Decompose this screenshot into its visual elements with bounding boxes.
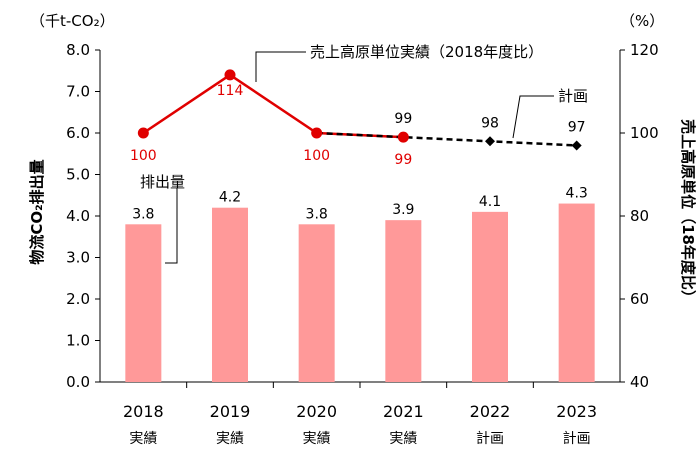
right-tick-label: 60 — [630, 290, 649, 308]
data-labels: 3.8 4.2 3.8 3.9 4.1 4.3 100 114 100 99 99 98 97 — [130, 83, 588, 222]
right-tick-label: 80 — [630, 207, 649, 225]
right-tick-label: 120 — [630, 41, 659, 59]
actual-line — [142, 73, 404, 139]
plan-value-label: 97 — [568, 119, 586, 135]
plan-point — [571, 140, 582, 151]
plan-callout-line — [512, 95, 554, 139]
plan-value-label: 99 — [394, 111, 412, 127]
actual-value-label: 100 — [303, 148, 330, 164]
x-tick-label: 2022 — [470, 402, 511, 421]
x-tick-label: 2021 — [383, 402, 424, 421]
x-tick-label: 2023 — [556, 402, 597, 421]
bar — [125, 224, 162, 382]
actual-point — [137, 127, 149, 139]
actual-value-label: 99 — [394, 152, 412, 168]
bar — [558, 203, 595, 382]
bar-value-label: 3.8 — [306, 206, 328, 222]
bar-value-label: 3.8 — [132, 206, 154, 222]
x-tick-sublabel: 実績 — [389, 431, 417, 447]
bar-value-label: 4.1 — [479, 194, 501, 210]
x-tick-sublabel: 実績 — [129, 431, 157, 447]
left-tick-label: 5.0 — [66, 166, 90, 184]
x-tick-sublabel: 計画 — [476, 431, 504, 447]
bar-series-name: 排出量 — [140, 173, 185, 191]
bar — [385, 220, 422, 382]
actual-point — [224, 69, 236, 81]
bar-value-label: 4.2 — [219, 190, 241, 206]
actual-point — [311, 127, 323, 139]
axes: 0.0 1.0 2.0 3.0 4.0 5.0 6.0 7.0 8.0 40 60 80 100 120 2… — [66, 41, 659, 447]
left-axis-label: 物流CO₂排出量 — [28, 159, 46, 264]
left-tick-label: 3.0 — [66, 249, 90, 267]
x-tick-label: 2018 — [123, 402, 164, 421]
plan-value-label: 98 — [481, 115, 499, 131]
actual-series-name: 売上高原単位実績（2018年度比） — [310, 43, 543, 61]
plan-point — [485, 136, 495, 147]
actual-callout-line — [255, 51, 306, 82]
plan-line — [316, 131, 577, 147]
left-tick-label: 7.0 — [66, 83, 90, 101]
bar-series — [125, 203, 595, 382]
left-tick-label: 4.0 — [66, 207, 90, 225]
bar — [298, 224, 335, 382]
right-tick-label: 40 — [630, 373, 649, 391]
x-tick-sublabel: 実績 — [216, 431, 244, 447]
x-tick-sublabel: 計画 — [563, 431, 591, 447]
left-tick-label: 8.0 — [66, 41, 90, 59]
plan-series-name: 計画 — [558, 87, 588, 105]
bar-value-label: 3.9 — [392, 202, 414, 218]
bar — [212, 207, 248, 382]
actual-value-label: 114 — [217, 83, 244, 99]
bar-callout-line — [165, 188, 178, 264]
x-tick-label: 2019 — [210, 402, 251, 421]
actual-point — [397, 131, 409, 143]
actual-value-label: 100 — [130, 148, 157, 164]
left-tick-label: 2.0 — [66, 290, 90, 308]
bar — [472, 211, 508, 382]
left-tick-label: 6.0 — [66, 124, 90, 142]
bar-value-label: 4.3 — [566, 186, 588, 202]
left-axis-unit: （千t-CO₂） — [30, 12, 115, 30]
x-tick-label: 2020 — [296, 402, 337, 421]
line-series — [137, 69, 582, 151]
left-tick-label: 0.0 — [66, 373, 90, 391]
left-tick-label: 1.0 — [66, 332, 90, 350]
right-tick-label: 100 — [630, 124, 659, 142]
right-axis-label: 売上高原単位（18年度比） — [679, 119, 697, 305]
right-axis-unit: （%） — [620, 12, 664, 30]
x-tick-sublabel: 実績 — [303, 431, 331, 447]
